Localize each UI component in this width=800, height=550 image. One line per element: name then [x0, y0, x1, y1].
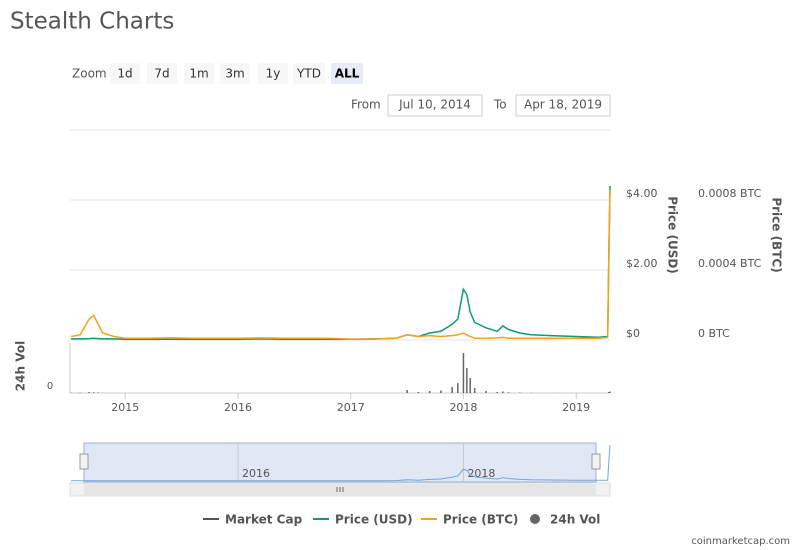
- vol-bar: [440, 390, 442, 393]
- zoom-button-label[interactable]: 1y: [266, 67, 281, 81]
- y2-tick-label: 0.0008 BTC: [698, 187, 762, 200]
- x-tick-label: 2019: [562, 401, 590, 414]
- zoom-button[interactable]: [258, 63, 288, 84]
- vol-bar: [496, 392, 499, 393]
- credit[interactable]: coinmarketcap.com: [691, 536, 790, 547]
- y-tick-label: $0: [626, 327, 640, 340]
- y-tick-label: $4.00: [626, 187, 658, 200]
- navigator-handle[interactable]: [79, 453, 89, 470]
- series-line: [70, 189, 611, 340]
- y-axis-title: Price (USD): [666, 196, 680, 274]
- zoom-button[interactable]: [293, 63, 325, 84]
- zoom-button-label[interactable]: ALL: [335, 67, 360, 81]
- x-tick-label: 2017: [337, 401, 365, 414]
- vol-bar: [457, 383, 459, 393]
- from-label: From: [351, 98, 381, 112]
- y-tick-label: $2.00: [626, 257, 658, 270]
- legend-label[interactable]: 24h Vol: [550, 513, 600, 527]
- zoom-button[interactable]: [110, 63, 140, 84]
- zoom-button-label[interactable]: 1m: [189, 67, 208, 81]
- y2-tick-label: 0.0004 BTC: [698, 257, 762, 270]
- y3-tick-label: 0: [47, 381, 53, 392]
- to-date[interactable]: Apr 18, 2019: [524, 98, 602, 112]
- zoom-label: Zoom: [72, 67, 107, 81]
- zoom-button-label[interactable]: YTD: [296, 67, 321, 81]
- navigator-window[interactable]: [83, 442, 597, 483]
- y2-axis-title: Price (BTC): [770, 197, 784, 272]
- vol-bar: [608, 392, 610, 393]
- x-tick-label: 2015: [111, 401, 139, 414]
- vol-bar: [485, 391, 487, 393]
- x-tick-label: 2018: [449, 401, 477, 414]
- vol-bar: [519, 392, 521, 393]
- chart-title: Stealth Charts: [10, 9, 174, 35]
- zoom-button[interactable]: [147, 63, 177, 84]
- vol-bar: [609, 391, 611, 393]
- vol-bar: [88, 392, 90, 393]
- vol-bar: [507, 392, 510, 393]
- zoom-button-label[interactable]: 7d: [154, 67, 169, 81]
- legend-label[interactable]: Price (BTC): [443, 513, 518, 527]
- navigator-handle[interactable]: [591, 453, 601, 470]
- zoom-button[interactable]: [220, 63, 250, 84]
- scroll-grip: [336, 487, 344, 492]
- vol-bar: [451, 387, 453, 393]
- vol-bar: [417, 392, 420, 393]
- navigator-tick-label: 2016: [242, 467, 270, 480]
- to-label: To: [493, 98, 507, 112]
- vol-bar: [92, 392, 95, 393]
- vol-bar: [97, 392, 99, 393]
- vol-bar: [428, 391, 431, 393]
- legend-label[interactable]: Price (USD): [335, 513, 413, 527]
- zoom-button-label[interactable]: 1d: [117, 67, 132, 81]
- zoom-button[interactable]: [184, 63, 214, 84]
- from-input[interactable]: [387, 94, 483, 117]
- vol-bar: [462, 353, 465, 393]
- x-tick-label: 2016: [224, 401, 252, 414]
- vol-bar: [469, 378, 471, 393]
- vol-bar: [406, 390, 408, 393]
- from-date[interactable]: Jul 10, 2014: [398, 98, 471, 112]
- y2-tick-label: 0 BTC: [698, 327, 730, 340]
- zoom-button[interactable]: [331, 63, 363, 84]
- zoom-button-label[interactable]: 3m: [225, 67, 244, 81]
- y3-axis-title: 24h Vol: [14, 341, 28, 391]
- legend-label[interactable]: Market Cap: [225, 513, 303, 527]
- navigator-line: [71, 444, 611, 482]
- series-line: [71, 185, 611, 341]
- legend-marker[interactable]: [530, 514, 540, 524]
- vol-bar: [473, 388, 476, 393]
- to-input[interactable]: [515, 94, 611, 117]
- vol-bar: [466, 368, 468, 393]
- vol-bar: [502, 391, 504, 393]
